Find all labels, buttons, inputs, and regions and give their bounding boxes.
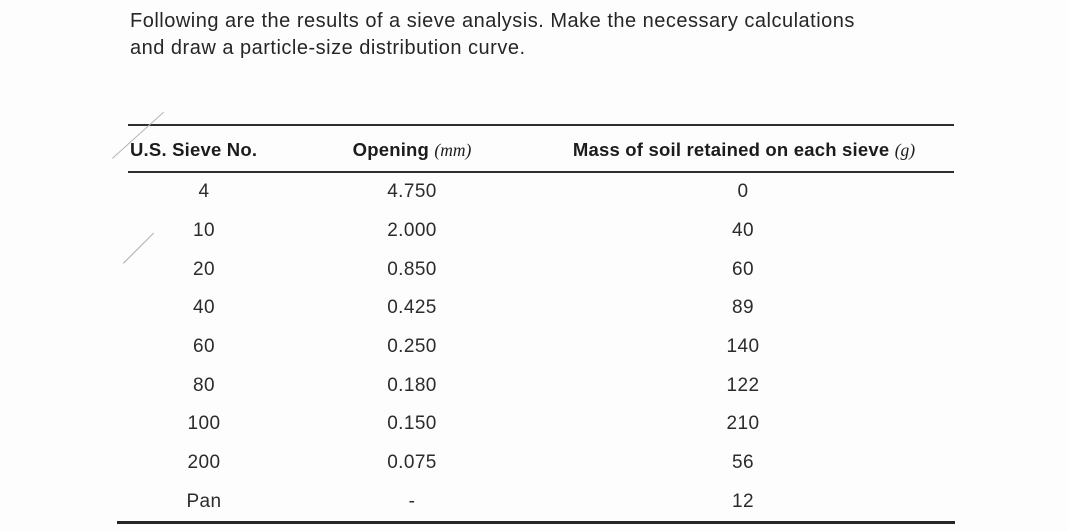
opening-cell: 0.425 (387, 297, 437, 319)
sieve-no-cell: 20 (193, 258, 215, 280)
col-header-sieve-no-label: U.S. Sieve No. (130, 139, 258, 160)
sieve-no-cell: 80 (193, 374, 215, 396)
table-header-rule (128, 171, 954, 173)
mass-cell: 140 (726, 336, 760, 358)
opening-cell: 4.750 (387, 181, 437, 203)
opening-cell: - (408, 490, 416, 512)
table-row: 80 0.180 122 (115, 366, 955, 405)
table-row: 100 0.150 210 (115, 405, 955, 444)
table-row: 40 0.425 89 (115, 289, 955, 328)
sieve-no-cell: 10 (193, 220, 215, 241)
sieve-no-cell: 200 (187, 452, 221, 474)
mass-cell: 56 (732, 452, 754, 474)
col-header-sieve-no: U.S. Sieve No. (130, 139, 257, 161)
sieve-no-cell: 4 (198, 181, 210, 203)
opening-cell: 0.180 (387, 374, 437, 396)
table-row: Pan - 12 (115, 482, 955, 521)
sieve-no-cell: Pan (186, 490, 222, 512)
sieve-table-body: 4 4.750 0 10 2.000 40 20 0.850 60 40 0.425 89 60 0.25… (115, 173, 955, 521)
mass-cell: 40 (732, 220, 754, 241)
mass-cell: 122 (726, 374, 760, 396)
col-header-mass: Mass of soil retained on each sieve (g) (533, 139, 955, 161)
sieve-no-cell: 40 (193, 297, 215, 319)
sieve-no-cell: 100 (187, 413, 221, 435)
opening-cell: 0.150 (387, 413, 437, 435)
problem-statement: Following are the results of a sieve ana… (130, 8, 990, 62)
opening-cell: 0.075 (387, 452, 437, 474)
opening-cell: 2.000 (387, 220, 437, 241)
problem-statement-line-1: Following are the results of a sieve ana… (130, 10, 855, 32)
mass-cell: 210 (726, 413, 760, 435)
col-header-opening: Opening (mm) (297, 139, 527, 161)
opening-cell: 0.250 (387, 336, 437, 358)
table-top-rule (128, 124, 954, 126)
table-row: 10 2.000 40 (115, 212, 955, 251)
problem-statement-line-2: and draw a particle-size distribution cu… (130, 37, 526, 59)
col-header-mass-label: Mass of soil retained on each sieve (572, 139, 890, 160)
opening-cell: 0.850 (387, 258, 437, 280)
col-header-opening-unit: (mm) (434, 140, 472, 160)
table-row: 4 4.750 0 (115, 173, 955, 212)
col-header-opening-label: Opening (352, 139, 430, 160)
mass-cell: 60 (732, 258, 754, 280)
mass-cell: 0 (737, 181, 749, 203)
table-row: 60 0.250 140 (115, 328, 955, 367)
table-row: 200 0.075 56 (115, 444, 955, 483)
mass-cell: 89 (732, 297, 754, 319)
table-bottom-rule (117, 521, 955, 524)
sieve-no-cell: 60 (193, 336, 215, 358)
table-row: 20 0.850 60 (115, 250, 955, 289)
mass-cell: 12 (732, 490, 754, 512)
col-header-mass-unit: (g) (894, 140, 916, 160)
